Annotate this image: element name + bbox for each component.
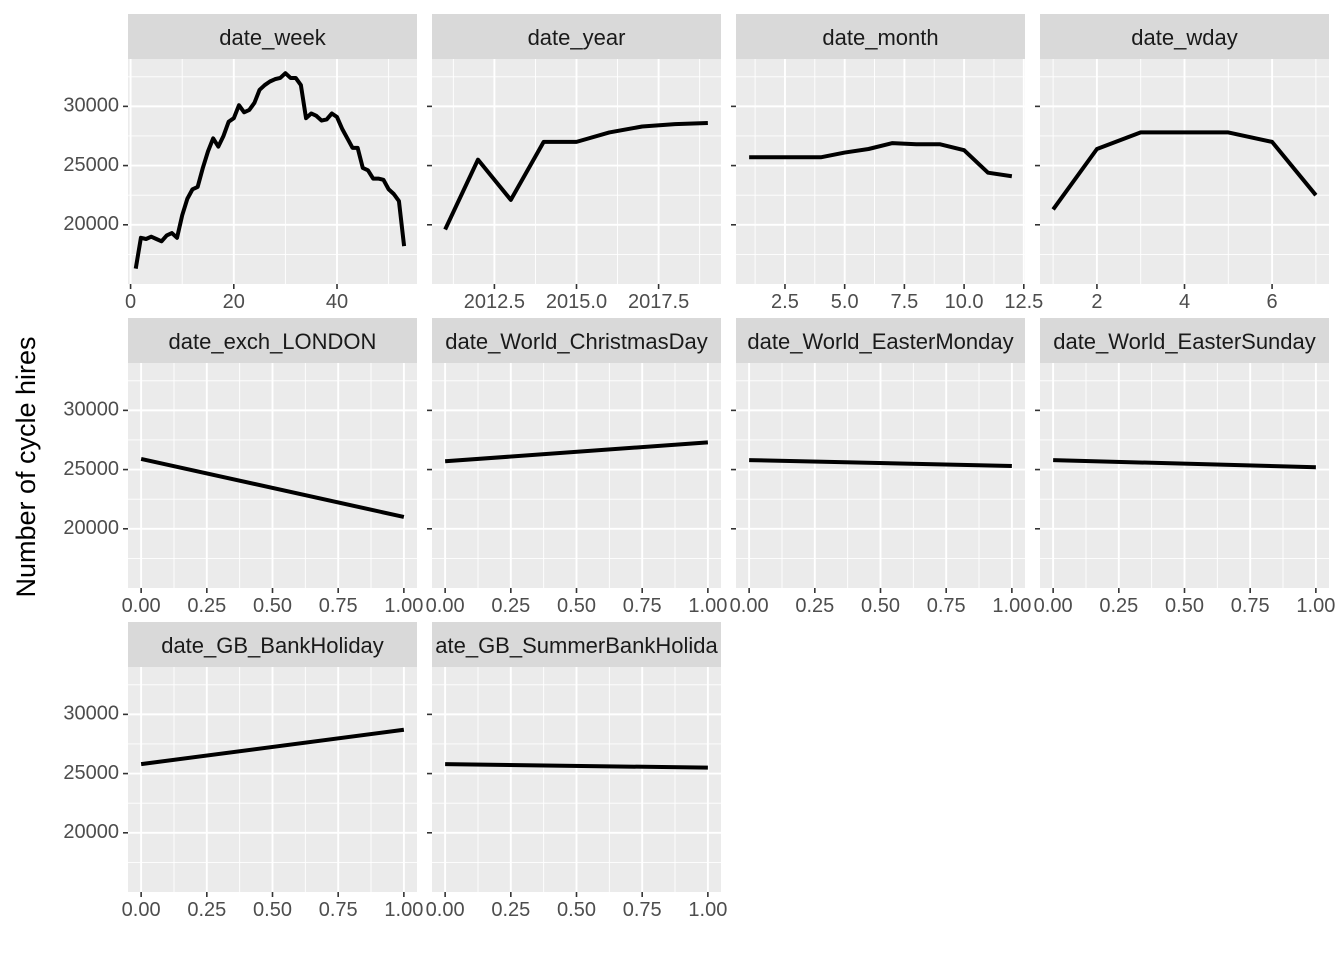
x-tick-label: 1.00: [688, 899, 727, 921]
x-tick-label: 0.25: [1099, 595, 1138, 617]
x-tick-label: 0.50: [253, 899, 292, 921]
x-tick-label: 0.25: [187, 595, 226, 617]
x-tick-label: 1.00: [384, 595, 423, 617]
x-tick-label: 10.0: [945, 291, 984, 313]
x-tick-label: 1.00: [384, 899, 423, 921]
x-tick-label: 0.00: [426, 595, 465, 617]
facet-title: date_week: [219, 25, 326, 50]
series-line: [1053, 458, 1316, 470]
facet-title: date_World_EasterSunday: [1053, 329, 1316, 354]
y-tick-label: 25000: [63, 458, 119, 480]
y-tick-label: 30000: [63, 399, 119, 421]
x-tick-label: 0.00: [426, 899, 465, 921]
facet-strip: [432, 622, 721, 667]
x-tick-label: 0.25: [491, 899, 530, 921]
series-line: [445, 762, 708, 770]
x-tick-label: 0.50: [253, 595, 292, 617]
x-tick-label: 0.75: [319, 595, 358, 617]
series-line: [1051, 130, 1318, 211]
x-tick-label: 0.00: [122, 899, 161, 921]
x-tick-label: 4: [1179, 291, 1190, 313]
x-tick-label: 0.50: [861, 595, 900, 617]
x-tick-label: 0.25: [187, 899, 226, 921]
facet-panel: date_exch_LONDON 0.00 0.25 0.50 0.75 1.00 2000…: [63, 318, 423, 617]
x-tick-label: 0.75: [623, 899, 662, 921]
x-tick-label: 1.00: [688, 595, 727, 617]
x-tick-label: 0.75: [927, 595, 966, 617]
x-tick-label: 1.00: [992, 595, 1031, 617]
facet-strip: [432, 318, 721, 363]
x-tick-label: 1.00: [1296, 595, 1335, 617]
panel-background: [736, 59, 1025, 284]
x-tick-label: 2: [1091, 291, 1102, 313]
x-tick-label: 0: [125, 291, 136, 313]
y-tick-label: 25000: [63, 154, 119, 176]
y-axis-title: Number of cycle hires: [11, 336, 41, 597]
x-tick-label: 5.0: [831, 291, 859, 313]
facet-panel: date_World_EasterMonday 0.00 0.25 0.50 0.75 1…: [730, 318, 1031, 617]
x-tick-label: 0.50: [557, 595, 596, 617]
facet-panel: date_World_EasterSunday 0.00 0.25 0.50 0.75 1…: [1034, 318, 1335, 617]
series-line: [133, 71, 407, 269]
facet-strip: [736, 14, 1025, 59]
series-line: [140, 456, 405, 519]
y-tick-label: 20000: [63, 213, 119, 235]
x-tick-label: 0.75: [623, 595, 662, 617]
y-tick-label: 30000: [63, 95, 119, 117]
facet-panel: date_year 2012.5 2015.0 2017.5: [427, 14, 721, 313]
facet-panel: date_week 0 20 40 20000 25000 30000: [63, 14, 417, 313]
facet-title: date_month: [822, 25, 938, 50]
facet-strip: [128, 318, 417, 363]
x-tick-label: 20: [223, 291, 245, 313]
facet-title: date_year: [528, 25, 626, 50]
panel-background: [128, 59, 417, 284]
facet-title: date_World_ChristmasDay: [445, 329, 707, 354]
facet-panel: ate_GB_SummerBankHolida 0.00 0.25 0.50 0.75 1…: [426, 622, 727, 921]
facet-strip: [128, 622, 417, 667]
y-tick-label: 30000: [63, 703, 119, 725]
facet-panel: date_month 2.5 5.0 7.5 10.0 12.5: [731, 14, 1043, 313]
facet-strip: [432, 14, 721, 59]
y-tick-label: 20000: [63, 517, 119, 539]
facet-strip: [736, 318, 1025, 363]
x-tick-label: 2.5: [771, 291, 799, 313]
x-tick-label: 2017.5: [628, 291, 689, 313]
x-tick-label: 2015.0: [546, 291, 607, 313]
series-line: [749, 458, 1012, 469]
x-tick-label: 0.50: [1165, 595, 1204, 617]
facet-strip: [1040, 318, 1329, 363]
series-line: [140, 727, 405, 767]
series-line: [749, 141, 1013, 179]
series-line: [444, 440, 709, 464]
x-tick-label: 0.25: [795, 595, 834, 617]
facet-title: date_wday: [1131, 25, 1237, 50]
facet-strip: [1040, 14, 1329, 59]
x-tick-label: 0.00: [122, 595, 161, 617]
x-tick-label: 0.75: [1231, 595, 1270, 617]
x-tick-label: 0.50: [557, 899, 596, 921]
x-tick-label: 6: [1267, 291, 1278, 313]
x-tick-label: 2012.5: [464, 291, 525, 313]
facet-title: date_GB_BankHoliday: [161, 633, 384, 658]
series-line: [443, 120, 708, 231]
facet-title: date_World_EasterMonday: [747, 329, 1013, 354]
x-tick-label: 0.00: [1034, 595, 1073, 617]
facet-panel: date_World_ChristmasDay 0.00 0.25 0.50 0.75 1…: [426, 318, 727, 617]
y-tick-label: 25000: [63, 762, 119, 784]
x-tick-label: 40: [326, 291, 348, 313]
facet-panel: date_GB_BankHoliday 0.00 0.25 0.50 0.75 1.00 2…: [63, 622, 423, 921]
facet-strip: [128, 14, 417, 59]
x-tick-label: 0.25: [491, 595, 530, 617]
x-tick-label: 7.5: [890, 291, 918, 313]
x-tick-label: 0.00: [730, 595, 769, 617]
facet-title: ate_GB_SummerBankHolida: [435, 633, 718, 658]
x-tick-label: 0.75: [319, 899, 358, 921]
y-tick-label: 20000: [63, 821, 119, 843]
facet-panel: date_wday 2 4 6: [1035, 14, 1329, 313]
x-tick-label: 12.5: [1004, 291, 1043, 313]
facet-title: date_exch_LONDON: [169, 329, 377, 354]
